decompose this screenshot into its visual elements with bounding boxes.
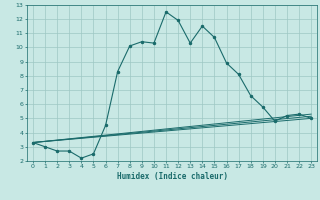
X-axis label: Humidex (Indice chaleur): Humidex (Indice chaleur) <box>116 172 228 181</box>
